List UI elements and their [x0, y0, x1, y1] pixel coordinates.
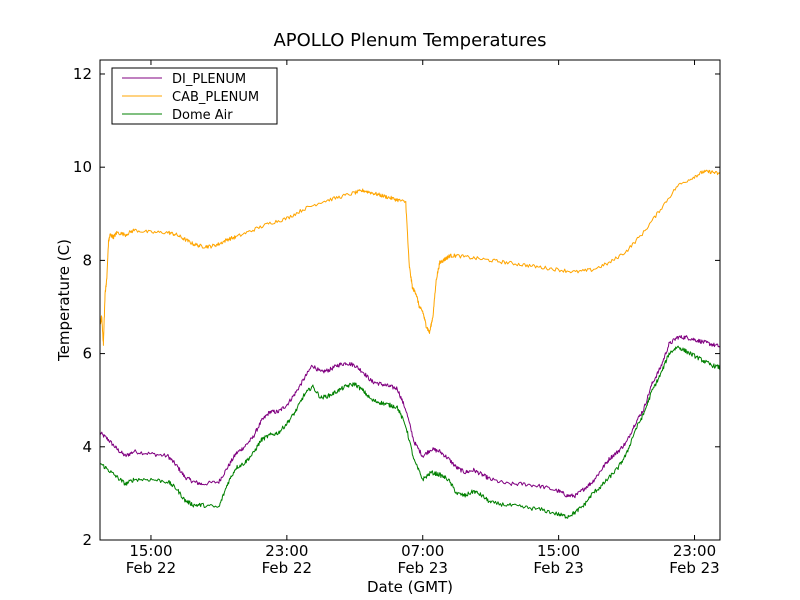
series-line-di-plenum [100, 335, 720, 499]
plot-frame [99, 59, 721, 541]
series-line-cab-plenum [100, 169, 720, 346]
y-tick-label: 6 [82, 345, 92, 363]
x-tick-label-date: Feb 23 [533, 559, 583, 577]
legend: DI_PLENUM CAB_PLENUM Dome Air [111, 67, 278, 125]
y-tick-label: 10 [73, 158, 92, 176]
legend-label-di-plenum: DI_PLENUM [172, 72, 246, 87]
legend-label-dome-air: Dome Air [172, 108, 233, 123]
x-tick-label-time: 15:00 [537, 542, 580, 560]
y-tick-label: 4 [82, 438, 92, 456]
series-line-dome-air [100, 345, 720, 519]
x-tick-label-time: 23:00 [265, 542, 308, 560]
y-tick-label: 8 [82, 251, 92, 269]
x-tick-label-date: Feb 23 [398, 559, 448, 577]
x-tick-label-date: Feb 23 [669, 559, 719, 577]
chart-title: APOLLO Plenum Temperatures [273, 30, 546, 51]
x-tick-label-time: 15:00 [129, 542, 172, 560]
x-tick-label-time: 23:00 [673, 542, 716, 560]
x-tick-label-date: Feb 22 [126, 559, 176, 577]
x-tick-label-time: 07:00 [401, 542, 444, 560]
x-tick-label-date: Feb 22 [262, 559, 312, 577]
y-tick-label: 2 [82, 531, 92, 549]
series-layer [100, 169, 720, 519]
legend-label-cab-plenum: CAB_PLENUM [172, 90, 259, 105]
y-tick-label: 12 [73, 65, 92, 83]
x-axis-label: Date (GMT) [367, 578, 453, 596]
y-axis-label: Temperature (C) [55, 239, 73, 362]
